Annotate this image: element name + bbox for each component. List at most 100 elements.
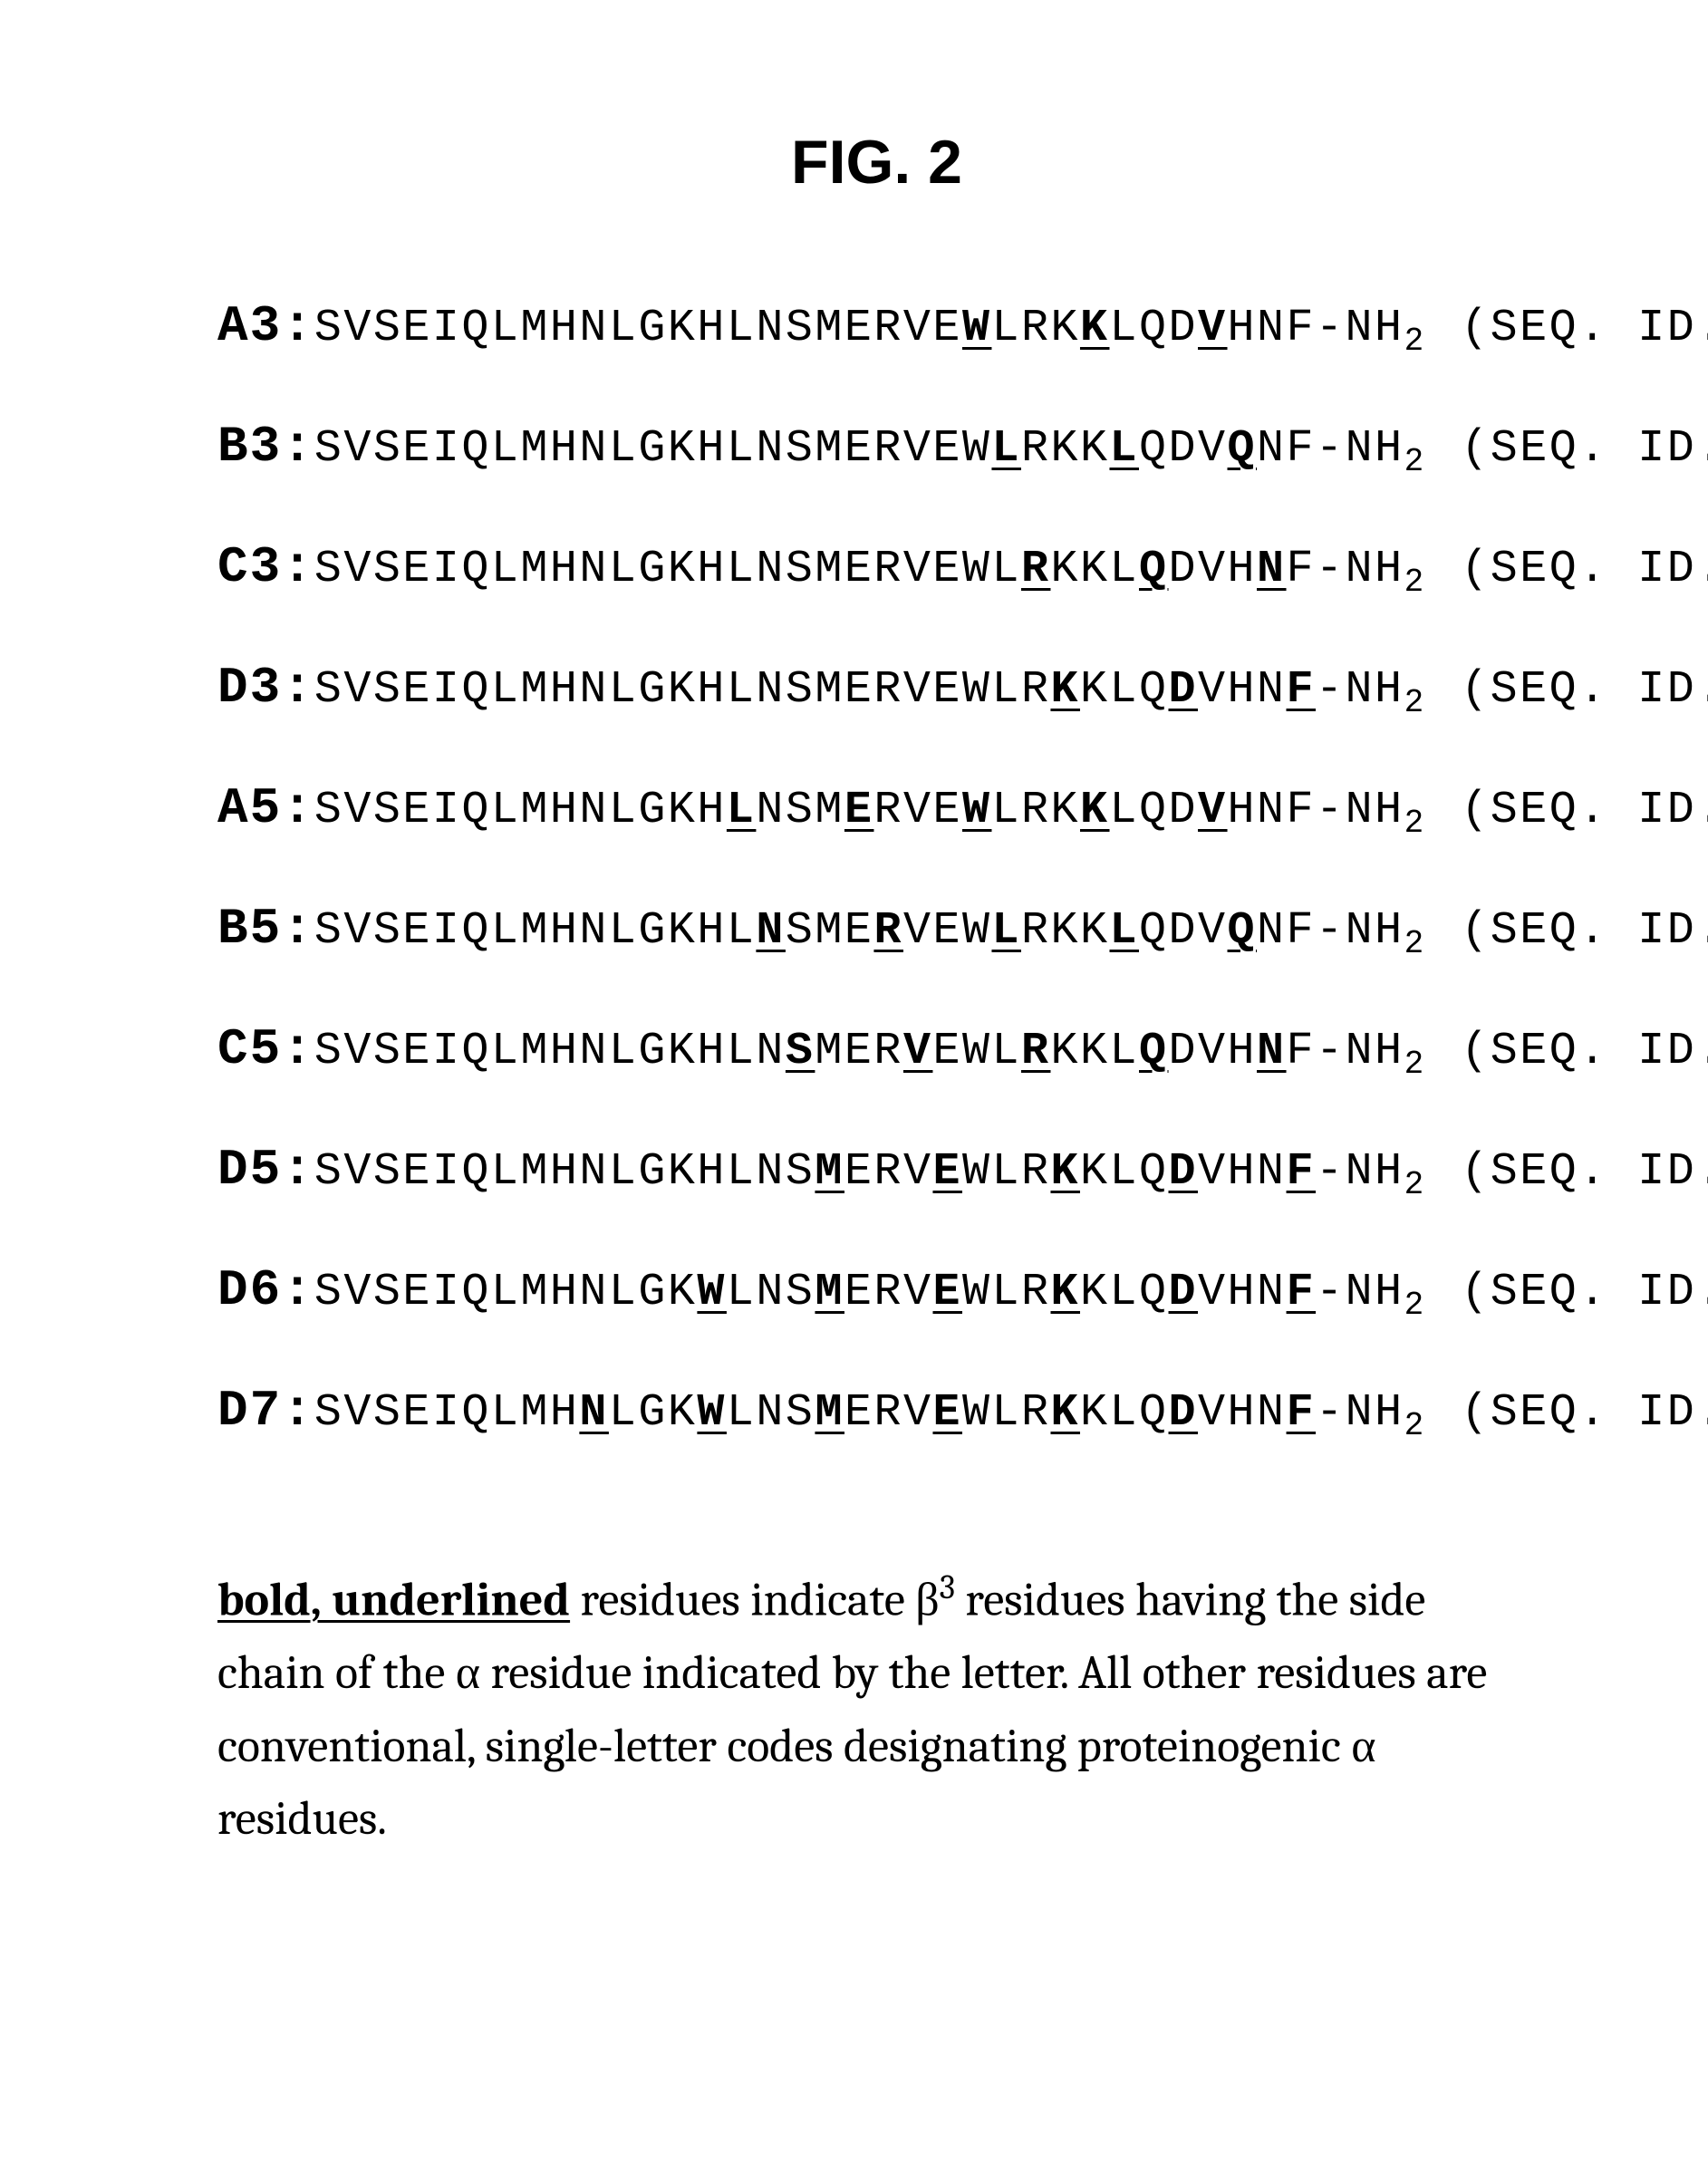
beta-residue: F: [1287, 1387, 1317, 1439]
seq-id-open: (SEQ. ID. NO:: [1461, 785, 1708, 836]
alpha-residues: ERV: [844, 1146, 933, 1198]
terminal-dash: -: [1316, 423, 1346, 475]
alpha-residues: KLQ: [1080, 1387, 1169, 1439]
alpha-residues: F: [1287, 544, 1317, 595]
beta-residue: L: [1109, 423, 1139, 475]
terminal-dash: -: [1316, 1026, 1346, 1077]
alpha-residues: DVH: [1169, 1026, 1258, 1077]
alpha-residues: SVSEIQLMHNLGK: [314, 1267, 698, 1318]
sequence-row: C3:SVSEIQLMHNLGKHLNSMERVEWLRKKLQDVHNF-NH…: [217, 538, 1536, 601]
beta-residue: Q: [1228, 423, 1258, 475]
terminal-subscript-2: 2: [1404, 925, 1425, 962]
beta-residue: W: [962, 303, 992, 354]
alpha-residues: KLQ: [1080, 1267, 1169, 1318]
sequence-row: A3:SVSEIQLMHNLGKHLNSMERVEWLRKKLQDVHNF-NH…: [217, 297, 1536, 360]
beta-residue: N: [1257, 544, 1287, 595]
beta-residue: L: [991, 905, 1021, 957]
alpha-residues: SVSEIQLMH: [314, 1387, 580, 1439]
beta-residue: D: [1169, 1146, 1199, 1198]
beta-residue: M: [815, 1387, 844, 1439]
legend-bold-underlined: bold, underlined: [217, 1572, 570, 1626]
beta-residue: R: [873, 905, 903, 957]
legend-superscript-3: 3: [940, 1568, 955, 1607]
sequence-label: D7:: [217, 1382, 314, 1440]
alpha-residues: NF: [1257, 905, 1316, 957]
seq-id-open: (SEQ. ID. NO:: [1461, 905, 1708, 957]
terminal-dash: -: [1316, 664, 1346, 716]
seq-id-no: (SEQ. ID. NO: 3): [1461, 544, 1708, 595]
terminal-dash: -: [1316, 1267, 1346, 1318]
seq-id-open: (SEQ. ID. NO:: [1461, 1387, 1708, 1439]
alpha-residues: KLQ: [1080, 1146, 1169, 1198]
terminal-nh: NH: [1346, 1026, 1404, 1077]
sequence-list: A3:SVSEIQLMHNLGKHLNSMERVEWLRKKLQDVHNF-NH…: [217, 297, 1536, 1444]
alpha-residues: EWL: [932, 1026, 1021, 1077]
sequence-body: SVSEIQLMHNLGKWLNSMERVEWLRKKLQDVHNF-NH2: [314, 1387, 1424, 1444]
seq-id-open: (SEQ. ID. NO:: [1461, 664, 1708, 716]
terminal-nh: NH: [1346, 1146, 1404, 1198]
sequence-label: C3:: [217, 538, 314, 596]
alpha-residues: LQD: [1109, 303, 1198, 354]
alpha-residues: RKK: [1021, 423, 1110, 475]
seq-id-no: (SEQ. ID. NO: 2): [1461, 423, 1708, 475]
alpha-residues: KLQ: [1080, 664, 1169, 716]
alpha-residues: HNF: [1228, 303, 1317, 354]
beta-residue: K: [1051, 1387, 1081, 1439]
sequence-label: D3:: [217, 659, 314, 717]
sequence-row: D5:SVSEIQLMHNLGKHLNSMERVEWLRKKLQDVHNF-NH…: [217, 1141, 1536, 1203]
alpha-residues: LRK: [991, 785, 1080, 836]
alpha-residues: SVSEIQLMHNLGKHLNSMERVEWLR: [314, 664, 1051, 716]
alpha-residues: VHN: [1198, 664, 1287, 716]
beta-residue: V: [1198, 785, 1228, 836]
beta-residue: K: [1050, 1146, 1080, 1198]
beta-residue: K: [1080, 785, 1110, 836]
terminal-dash: -: [1316, 1387, 1346, 1439]
terminal-subscript-2: 2: [1404, 323, 1425, 360]
beta-residue: L: [727, 785, 757, 836]
terminal-subscript-2: 2: [1404, 1407, 1425, 1444]
alpha-residues: LGK: [609, 1387, 698, 1439]
alpha-residues: VHN: [1198, 1387, 1287, 1439]
sequence-row: A5:SVSEIQLMHNLGKHLNSMERVEWLRKKLQDVHNF-NH…: [217, 779, 1536, 842]
sequence-label: C5:: [217, 1020, 314, 1078]
alpha-residues: NF: [1257, 423, 1316, 475]
beta-residue: L: [1110, 905, 1140, 957]
beta-residue: Q: [1139, 1026, 1169, 1077]
beta-residue: K: [1080, 303, 1110, 354]
seq-id-no: (SEQ. ID. NO: 8): [1461, 1146, 1708, 1198]
beta-residue: W: [962, 785, 992, 836]
terminal-nh: NH: [1346, 905, 1404, 957]
alpha-residues: NSM: [756, 785, 844, 836]
beta-residue: D: [1169, 1387, 1199, 1439]
beta-residue: V: [903, 1026, 933, 1077]
beta-residue: M: [815, 1267, 844, 1318]
beta-residue: E: [844, 785, 874, 836]
figure-legend: bold, underlined residues indicate β3 re…: [217, 1562, 1536, 1856]
terminal-subscript-2: 2: [1404, 1166, 1425, 1203]
sequence-body: SVSEIQLMHNLGKHLNSMERVEWLRKKLQDVHNF-NH2: [314, 785, 1424, 842]
seq-id-open: (SEQ. ID. NO:: [1461, 303, 1708, 354]
seq-id-no: (SEQ. ID. NO: 7): [1461, 1026, 1708, 1077]
sequence-label: B5:: [217, 900, 314, 958]
sequence-label: D5:: [217, 1141, 314, 1199]
beta-residue: E: [932, 1387, 962, 1439]
alpha-residues: LRK: [991, 303, 1080, 354]
alpha-residues: LQD: [1110, 785, 1199, 836]
terminal-dash: -: [1316, 303, 1346, 354]
terminal-nh: NH: [1346, 303, 1404, 354]
seq-id-no: (SEQ. ID. NO: 6): [1461, 905, 1708, 957]
sequence-label: A3:: [217, 297, 314, 355]
sequence-body: SVSEIQLMHNLGKHLNSMERVEWLRKKLQDVHNF-NH2: [314, 303, 1424, 360]
alpha-residues: WLR: [962, 1146, 1051, 1198]
alpha-residues: SVSEIQLMHNLGKHLNSMERVE: [314, 303, 962, 354]
sequence-body: SVSEIQLMHNLGKHLNSMERVEWLRKKLQDVHNF-NH2: [314, 1146, 1424, 1203]
alpha-residues: RVE: [873, 785, 962, 836]
alpha-residues: SVSEIQLMHNLGKHLNSMERVEW: [314, 423, 992, 475]
beta-residue: M: [815, 1146, 844, 1198]
alpha-residues: SVSEIQLMHNLGKHLN: [314, 1026, 786, 1077]
beta-residue: Q: [1228, 905, 1258, 957]
seq-id-no: (SEQ. ID. NO: 4): [1461, 664, 1708, 716]
alpha-residues: VHN: [1198, 1146, 1287, 1198]
seq-id-no: (SEQ. ID. NO: 9): [1461, 1267, 1708, 1318]
terminal-dash: -: [1316, 1146, 1346, 1198]
